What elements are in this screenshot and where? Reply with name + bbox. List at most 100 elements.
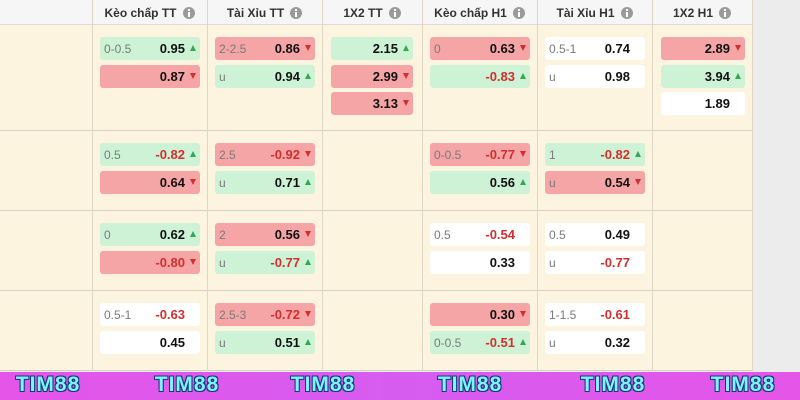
handicap-line: 0.5-1 bbox=[104, 308, 132, 322]
handicap-line: 2 bbox=[219, 228, 226, 242]
odds-cell[interactable]: 0 0.62 bbox=[100, 223, 200, 246]
odds-value: 0.86 bbox=[274, 41, 300, 56]
odds-cell[interactable]: 0.5-1 -0.63 bbox=[100, 303, 200, 326]
odds-value: 0.62 bbox=[159, 227, 185, 242]
odds-value: 0.98 bbox=[604, 68, 630, 84]
trend-arrow bbox=[305, 338, 311, 345]
odds-value: 0.56 bbox=[489, 174, 515, 190]
column-separator bbox=[752, 0, 753, 371]
odds-cell[interactable]: u 0.94 bbox=[215, 64, 315, 88]
odds-cell[interactable]: 0.56 bbox=[430, 170, 530, 194]
odds-value: 0.95 bbox=[159, 41, 185, 56]
handicap-line: 1 bbox=[549, 148, 556, 162]
odds-cell[interactable]: 0.5 -0.82 bbox=[100, 143, 200, 166]
odds-value: -0.77 bbox=[600, 254, 630, 270]
column-title: Tài Xỉu H1 bbox=[556, 5, 615, 20]
trend-arrow bbox=[635, 151, 641, 157]
odds-value: -0.92 bbox=[270, 147, 300, 162]
odds-cell[interactable]: 0-0.5 -0.51 bbox=[430, 330, 530, 354]
odds-cell[interactable]: 2.5 -0.92 bbox=[215, 143, 315, 166]
odds-cell[interactable]: 1-1.5 -0.61 bbox=[545, 303, 645, 326]
handicap-line: 0-0.5 bbox=[104, 42, 132, 56]
odds-cell[interactable]: u 0.71 bbox=[215, 170, 315, 194]
info-icon[interactable] bbox=[290, 6, 303, 19]
trend-arrow bbox=[635, 178, 641, 185]
odds-cell[interactable]: -0.80 bbox=[100, 250, 200, 274]
odds-value: -0.54 bbox=[485, 227, 515, 242]
odds-cell[interactable]: 3.94 bbox=[661, 64, 745, 88]
info-icon[interactable] bbox=[719, 6, 732, 19]
trend-arrow bbox=[403, 72, 409, 79]
trend-arrow bbox=[305, 151, 311, 157]
odds-value: 0.54 bbox=[604, 174, 630, 190]
odds-value: -0.63 bbox=[155, 307, 185, 322]
odds-cell[interactable]: u 0.54 bbox=[545, 170, 645, 194]
trend-arrow bbox=[305, 178, 311, 185]
info-icon[interactable] bbox=[512, 6, 525, 19]
odds-cell[interactable]: 0 0.63 bbox=[430, 37, 530, 60]
odds-cell[interactable]: 2.5-3 -0.72 bbox=[215, 303, 315, 326]
handicap-line: 2-2.5 bbox=[219, 42, 247, 56]
odds-value: 2.15 bbox=[372, 41, 398, 56]
handicap-line: 0.5 bbox=[104, 148, 121, 162]
handicap-line: 0-0.5 bbox=[434, 148, 462, 162]
info-icon[interactable] bbox=[620, 6, 633, 19]
column-title: 1X2 H1 bbox=[672, 5, 714, 20]
odds-value: 0.56 bbox=[274, 227, 300, 242]
trend-arrow bbox=[190, 231, 196, 237]
odds-cell[interactable]: 2.15 bbox=[331, 37, 413, 60]
odds-cell[interactable]: 2.99 bbox=[331, 64, 413, 88]
handicap-line: u bbox=[549, 69, 556, 84]
watermark: TIM88 bbox=[290, 373, 356, 396]
handicap-line: u bbox=[219, 335, 226, 350]
handicap-line: u bbox=[549, 175, 556, 190]
trend-arrow bbox=[735, 72, 741, 79]
odds-cell[interactable]: 0.33 bbox=[430, 250, 530, 274]
odds-cell[interactable]: 0.30 bbox=[430, 303, 530, 326]
odds-cell[interactable]: 2 0.56 bbox=[215, 223, 315, 246]
odds-cell[interactable]: u 0.98 bbox=[545, 64, 645, 88]
odds-cell[interactable]: 3.13 bbox=[331, 92, 413, 115]
odds-cell[interactable]: 0.87 bbox=[100, 64, 200, 88]
odds-value: -0.77 bbox=[270, 254, 300, 270]
info-icon[interactable] bbox=[182, 6, 195, 19]
odds-cell[interactable]: 0-0.5 -0.77 bbox=[430, 143, 530, 166]
odds-cell[interactable]: u 0.51 bbox=[215, 330, 315, 354]
trend-arrow bbox=[190, 151, 196, 157]
odds-cell[interactable]: 0.64 bbox=[100, 170, 200, 194]
trend-arrow bbox=[305, 72, 311, 79]
odds-cell[interactable]: 0-0.5 0.95 bbox=[100, 37, 200, 60]
odds-value: -0.61 bbox=[600, 307, 630, 322]
odds-cell[interactable]: -0.83 bbox=[430, 64, 530, 88]
odds-cell[interactable]: 0.5-1 0.74 bbox=[545, 37, 645, 60]
odds-cell[interactable]: 0.45 bbox=[100, 330, 200, 354]
odds-cell[interactable]: 1 -0.82 bbox=[545, 143, 645, 166]
odds-cell[interactable]: 0.5 -0.54 bbox=[430, 223, 530, 246]
trend-arrow bbox=[403, 45, 409, 51]
handicap-line: 0.5 bbox=[434, 228, 451, 242]
odds-value: 0.63 bbox=[489, 41, 515, 56]
odds-cell[interactable]: 2-2.5 0.86 bbox=[215, 37, 315, 60]
odds-cell[interactable]: u -0.77 bbox=[545, 250, 645, 274]
column-header: Kèo chấp TT bbox=[92, 0, 207, 25]
trend-arrow bbox=[403, 100, 409, 106]
info-icon[interactable] bbox=[388, 6, 401, 19]
odds-value: 0.33 bbox=[489, 254, 515, 270]
odds-cell[interactable]: u 0.32 bbox=[545, 330, 645, 354]
odds-value: 0.49 bbox=[604, 227, 630, 242]
odds-cell[interactable]: u -0.77 bbox=[215, 250, 315, 274]
handicap-line: 0.5-1 bbox=[549, 42, 577, 56]
handicap-line: 0.5 bbox=[549, 228, 566, 242]
watermark: TIM88 bbox=[154, 373, 220, 396]
column-header: Tài Xỉu TT bbox=[207, 0, 322, 25]
column-separator bbox=[652, 0, 653, 371]
trend-arrow bbox=[520, 45, 526, 51]
odds-cell[interactable]: 1.89 bbox=[661, 92, 745, 115]
handicap-line: u bbox=[549, 335, 556, 350]
odds-value: 3.94 bbox=[704, 68, 730, 84]
odds-cell[interactable]: 2.89 bbox=[661, 37, 745, 60]
odds-value: 1.89 bbox=[704, 96, 730, 111]
column-title: Tài Xỉu TT bbox=[226, 5, 285, 20]
odds-cell[interactable]: 0.5 0.49 bbox=[545, 223, 645, 246]
